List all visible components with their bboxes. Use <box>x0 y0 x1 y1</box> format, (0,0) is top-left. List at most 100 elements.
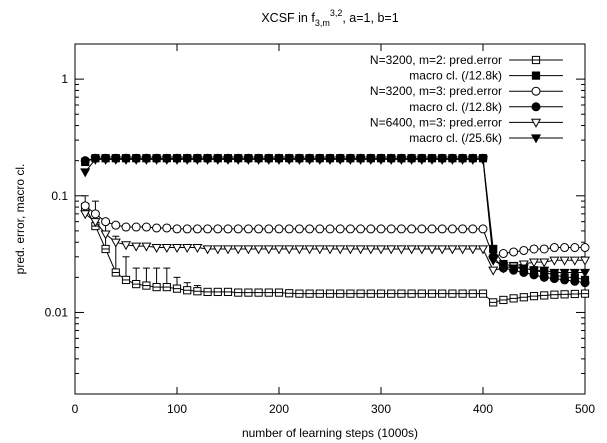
series-3-point <box>305 224 315 234</box>
series-6-point <box>294 155 305 165</box>
chart-title: XCSF in f3,m3,2, a=1, b=1 <box>261 8 398 28</box>
series-3-point <box>468 224 478 234</box>
series-5-point <box>416 245 427 255</box>
series-3-point <box>254 224 264 234</box>
series-5-point <box>375 245 387 255</box>
series-3-point <box>325 224 335 234</box>
series-5-point <box>171 243 183 253</box>
series-5-point <box>396 245 407 255</box>
series-4-point <box>580 278 590 288</box>
legend-entry-marker <box>531 86 541 96</box>
series-5-point <box>457 245 468 255</box>
legend-entry-1: N=3200, m=2: pred.error <box>370 53 563 67</box>
series-6-point <box>243 155 254 165</box>
series-5-point <box>488 266 499 276</box>
legend-entry-label: macro cl. (/25.6k) <box>409 131 502 145</box>
series-5-point <box>579 256 591 266</box>
plot-frame <box>74 43 586 395</box>
series-1 <box>81 195 590 307</box>
series-6-point <box>488 256 499 266</box>
series-5-point <box>80 210 91 220</box>
axes: 0 100 200 300 400 500 0.01 0.1 1 <box>45 43 595 416</box>
x-tick-label: 500 <box>575 402 595 416</box>
legend-entry-5: N=6400, m=3: pred.error <box>370 115 563 129</box>
series-6-point <box>539 266 550 276</box>
x-axis-label: number of learning steps (1000s) <box>242 426 418 440</box>
legend-entry-marker <box>530 134 542 144</box>
series-3-point <box>101 217 111 227</box>
series-3-point <box>356 224 366 234</box>
series-3-point <box>274 224 284 234</box>
series-6-point <box>80 168 91 178</box>
series-4-point <box>570 276 580 286</box>
series-5-point <box>314 245 325 255</box>
series-5-point <box>192 243 203 253</box>
series-3-point <box>162 223 172 233</box>
series-5-point <box>437 245 448 255</box>
series-5-point <box>120 241 132 251</box>
y-tick-label: 1 <box>61 72 68 86</box>
y-tick-label: 0.01 <box>45 305 69 319</box>
legend-entry-marker <box>531 71 541 80</box>
series-6-point <box>314 155 325 165</box>
series-6-point <box>345 155 356 165</box>
series-3-point <box>131 222 141 232</box>
series-5-point <box>477 245 489 255</box>
series-5-point <box>212 245 223 255</box>
series-6-point <box>253 155 264 165</box>
series-3 <box>80 201 590 262</box>
series-5-point <box>253 245 264 255</box>
series-3-point <box>549 243 559 253</box>
series-3-point <box>560 243 570 253</box>
series-5-point <box>569 256 580 266</box>
y-axis-label: pred. error, macro cl. <box>13 164 27 275</box>
series-6-point <box>426 155 438 165</box>
series-3-point <box>427 224 437 234</box>
series-3-point <box>223 224 233 234</box>
series-3-point <box>366 224 376 234</box>
series-6-point <box>212 155 223 165</box>
series-5-point <box>386 245 397 255</box>
series-3-point <box>498 249 508 259</box>
series-6-point <box>233 155 244 165</box>
legend-entry-label: N=6400, m=3: pred.error <box>370 115 502 129</box>
legend-entry-label: macro cl. (/12.8k) <box>409 69 502 83</box>
series-5-point <box>182 243 193 253</box>
series-3-point <box>141 222 151 232</box>
series-3-point <box>152 223 162 233</box>
series-5-point <box>243 245 254 255</box>
series-3-point <box>192 224 202 234</box>
series-3-point <box>458 224 468 234</box>
series-6-point <box>406 155 417 165</box>
series-6-point <box>110 155 121 165</box>
series-5-point <box>110 238 121 248</box>
series-6-point <box>396 155 407 165</box>
series-3-point <box>386 224 396 234</box>
series-5-point <box>345 245 356 255</box>
series-6-point <box>120 155 132 165</box>
series-3-point <box>345 224 355 234</box>
series-3-point <box>213 224 223 234</box>
series-6-line <box>84 158 585 273</box>
series-6-point <box>477 155 489 165</box>
series-3-point <box>376 224 386 234</box>
series-5-point <box>263 245 274 255</box>
series-6-point <box>202 155 213 165</box>
title-suffix: , a=1, b=1 <box>342 11 398 25</box>
series-3-point <box>243 224 253 234</box>
series-3-point <box>447 224 457 234</box>
series-4-point <box>80 156 90 166</box>
series-6-point <box>171 155 183 165</box>
series-6-point <box>386 155 397 165</box>
series-5-point <box>324 245 336 255</box>
series-3-point <box>335 224 345 234</box>
legend-entry-4: macro cl. (/12.8k) <box>409 100 563 114</box>
series-3-point <box>570 243 580 253</box>
series-5-point <box>141 242 152 252</box>
series-6-point <box>284 155 295 165</box>
series-6-point <box>416 155 427 165</box>
series-3-point <box>396 224 406 234</box>
series-5 <box>80 210 591 276</box>
series-3-point <box>182 224 192 234</box>
